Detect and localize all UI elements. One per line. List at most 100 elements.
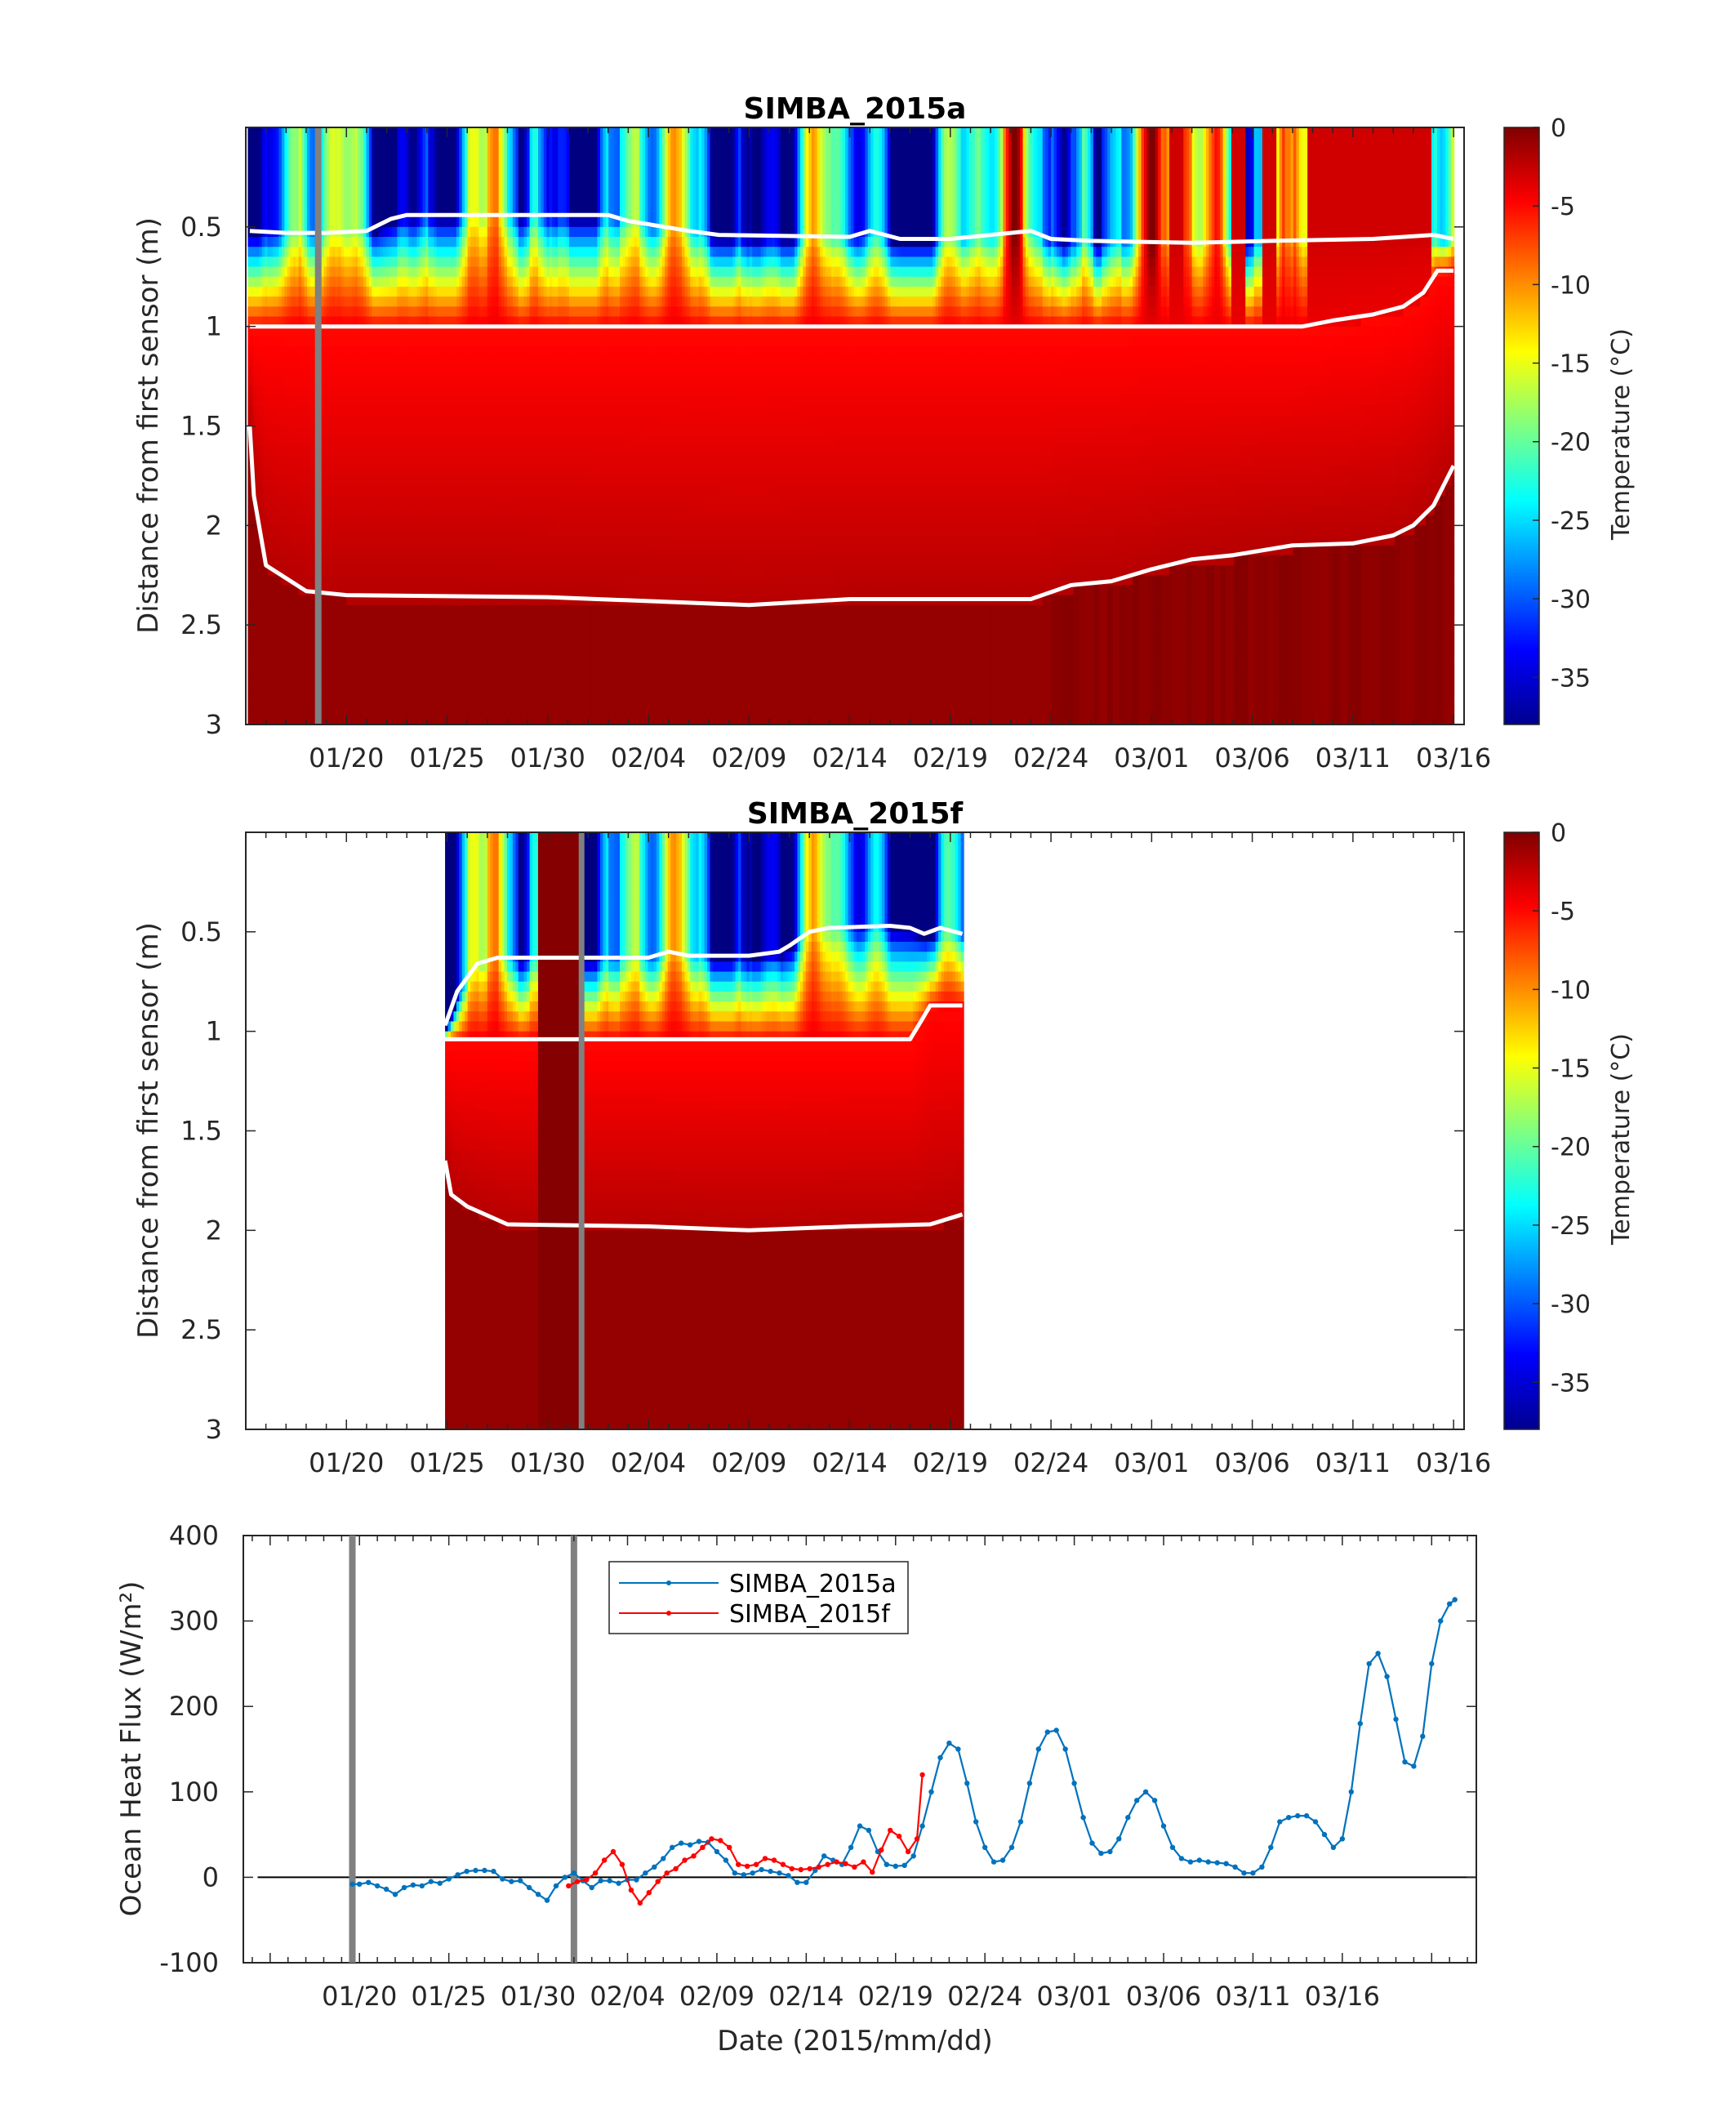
- heatmap-cell: [346, 466, 350, 477]
- heatmap-cell: [366, 585, 370, 596]
- heatmap-cell: [411, 485, 415, 497]
- heatmap-cell: [275, 376, 280, 387]
- heatmap-cell: [346, 237, 350, 247]
- heatmap-cell: [346, 654, 350, 666]
- heatmap-cell: [358, 247, 362, 257]
- heatmap-cell: [363, 654, 367, 666]
- heatmap-cell: [459, 157, 463, 168]
- heatmap-cell: [273, 635, 277, 646]
- heatmap-cell: [450, 535, 455, 546]
- heatmap-column: [284, 127, 288, 724]
- heatmap-cell: [380, 286, 384, 297]
- heatmap-cell: [403, 426, 407, 437]
- heatmap-cell: [428, 664, 432, 675]
- heatmap-cell: [414, 426, 418, 437]
- heatmap-cell: [411, 356, 415, 367]
- heatmap-cell: [436, 395, 440, 407]
- heatmap-cell: [380, 485, 384, 497]
- heatmap-cell: [341, 675, 345, 685]
- heatmap-cell: [309, 714, 314, 724]
- heatmap-cell: [267, 704, 271, 716]
- heatmap-cell: [309, 485, 314, 497]
- heatmap-cell: [287, 535, 291, 546]
- heatmap-cell: [445, 555, 449, 566]
- heatmap-cell: [309, 336, 314, 347]
- heatmap-cell: [383, 207, 387, 218]
- heatmap-cell: [416, 266, 421, 278]
- heatmap-cell: [450, 445, 455, 457]
- heatmap-cell: [434, 306, 438, 318]
- heatmap-cell: [298, 167, 302, 178]
- heatmap-cell: [414, 286, 418, 297]
- heatmap-cell: [436, 555, 440, 566]
- heatmap-cell: [253, 644, 257, 656]
- heatmap-cell: [368, 535, 372, 546]
- heatmap-cell: [287, 276, 291, 288]
- heatmap-cell: [358, 525, 362, 537]
- heatmap-cell: [332, 604, 336, 616]
- heatmap-cell: [321, 505, 325, 516]
- heatmap-cell: [267, 525, 271, 537]
- heatmap-cell: [399, 176, 403, 188]
- heatmap-cell: [420, 495, 424, 506]
- heatmap-cell: [380, 435, 384, 447]
- heatmap-cell: [414, 326, 418, 337]
- heatmap-cell: [416, 127, 421, 138]
- heatmap-cell: [352, 654, 356, 666]
- heatmap-cell: [453, 376, 457, 387]
- heatmap-cell: [256, 445, 260, 457]
- heatmap-cell: [250, 614, 254, 626]
- heatmap-cell: [304, 286, 308, 297]
- heatmap-cell: [420, 167, 424, 178]
- heatmap-cell: [425, 316, 429, 328]
- heatmap-cell: [327, 595, 331, 606]
- heatmap-cell: [456, 495, 460, 506]
- heatmap-cell: [461, 535, 465, 546]
- heatmap-cell: [389, 127, 393, 138]
- heatmap-cell: [374, 525, 378, 537]
- heatmap-cell: [274, 724, 277, 735]
- heatmap-cell: [329, 466, 333, 477]
- heatmap-cell: [352, 614, 356, 626]
- heatmap-cell: [372, 684, 376, 696]
- heatmap-cell: [323, 505, 327, 516]
- heatmap-cell: [337, 535, 341, 546]
- heatmap-cell: [352, 187, 356, 198]
- heatmap-cell: [267, 187, 271, 198]
- heatmap-cell: [250, 167, 254, 178]
- heatmap-cell: [389, 495, 393, 506]
- heatmap-cell: [354, 306, 358, 318]
- heatmap-cell: [321, 127, 325, 138]
- heatmap-cell: [436, 356, 440, 367]
- heatmap-cell: [309, 376, 314, 387]
- heatmap-cell: [473, 326, 477, 337]
- heatmap-cell: [281, 664, 285, 675]
- heatmap-cell: [323, 276, 327, 288]
- heatmap-cell: [278, 714, 283, 724]
- heatmap-cell: [439, 296, 443, 307]
- heatmap-cell: [312, 604, 316, 616]
- heatmap-cell: [403, 207, 407, 218]
- heatmap-cell: [459, 167, 463, 178]
- heatmap-cell: [284, 694, 288, 706]
- heatmap-cell: [256, 614, 260, 626]
- heatmap-cell: [391, 545, 395, 556]
- heatmap-cell: [459, 306, 463, 318]
- heatmap-cell: [349, 216, 353, 228]
- heatmap-cell: [298, 495, 302, 506]
- heatmap-cell: [473, 406, 477, 417]
- heatmap-cell: [453, 137, 457, 148]
- heatmap-cell: [425, 654, 429, 666]
- heatmap-cell: [368, 207, 372, 218]
- heatmap-cell: [399, 684, 403, 696]
- heatmap-cell: [290, 694, 294, 706]
- heatmap-cell: [456, 555, 460, 566]
- heatmap-cell: [385, 376, 389, 387]
- heatmap-cell: [360, 644, 364, 656]
- heatmap-cell: [332, 316, 336, 328]
- heatmap-cell: [391, 376, 395, 387]
- heatmap-cell: [434, 237, 438, 247]
- heatmap-cell: [399, 326, 403, 337]
- heatmap-cell: [408, 346, 412, 357]
- heatmap-cell: [270, 675, 274, 685]
